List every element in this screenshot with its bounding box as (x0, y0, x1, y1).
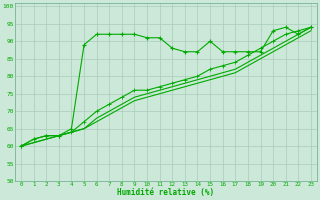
X-axis label: Humidité relative (%): Humidité relative (%) (117, 188, 214, 197)
